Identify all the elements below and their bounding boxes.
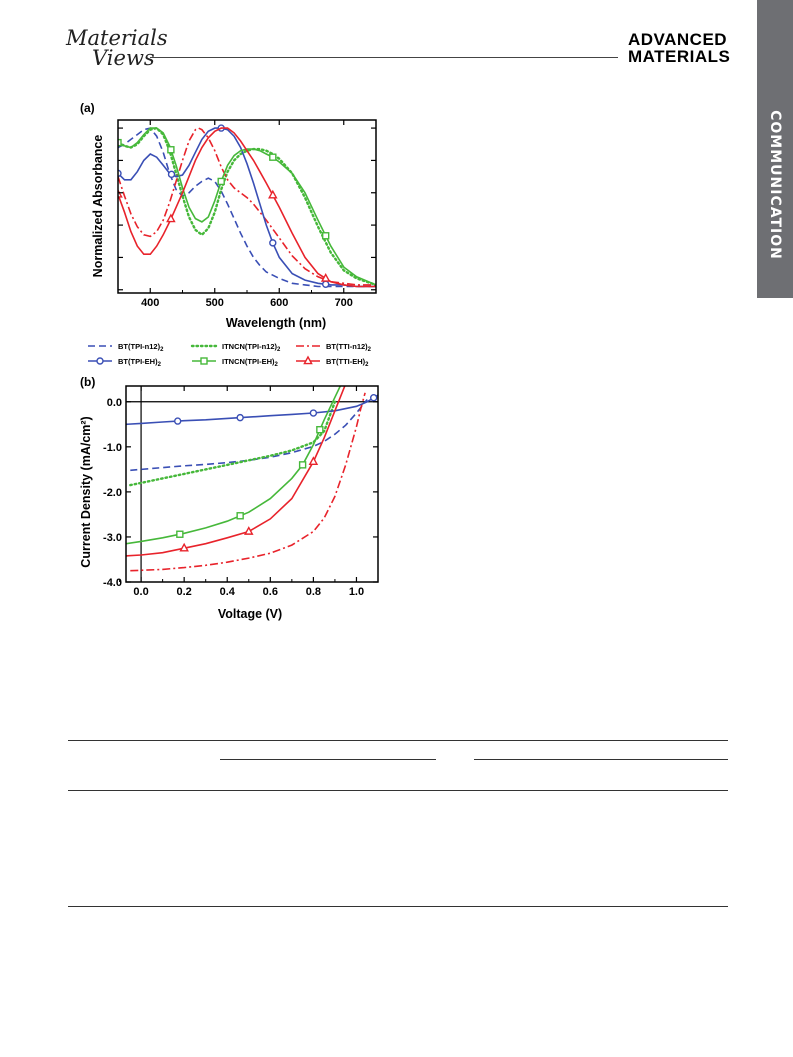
legend-label: BT(TTI-n12)2 (326, 342, 372, 353)
side-tab-label: COMMUNICATION (767, 110, 783, 260)
y-tick-label: -3.0 (103, 532, 122, 544)
y-axis-label-a: Normalized Absorbance (91, 135, 105, 278)
chart-legend: BT(TPI-n12)2 ITNCN(TPI-n12)2 BT(TTI-n12)2 B… (88, 342, 372, 368)
x-tick-label: 1.0 (349, 586, 364, 598)
x-tick-label: 0.8 (306, 586, 321, 598)
logo-line-advanced: ADVANCED (628, 30, 728, 49)
plot-frame (125, 385, 379, 583)
data-point-marker (173, 417, 182, 425)
x-axis-label-a: Wavelength (nm) (226, 316, 326, 330)
x-tick-label: 600 (270, 297, 288, 309)
absorbance-chart: (a) 400 500 600 700 Wavelength (nm) Normali… (80, 101, 377, 330)
legend-label: ITNCN(TPI-n12)2 (222, 342, 281, 353)
series-line-5 (126, 386, 346, 557)
data-point-marker (320, 272, 331, 282)
data-point-marker (236, 512, 244, 520)
materials-views-logo: Materials Views (66, 26, 168, 70)
legend-label: BT(TTI-EH)2 (326, 357, 369, 368)
jv-chart: (b) 0.0 0.2 0.4 0.6 0.8 1.0 0.0 -1.0 -2.0 -3.0 -4.… (79, 375, 379, 621)
legend-item: ITNCN(TPI-EH)2 (192, 357, 279, 368)
legend-item: BT(TTI-n12)2 (296, 342, 372, 353)
series-line-2 (118, 127, 376, 286)
x-tick-label: 0.0 (133, 586, 148, 598)
y-axis-label-b: Current Density (mA/cm²) (79, 416, 93, 567)
x-tick-label: 700 (335, 297, 353, 309)
series-line-0 (130, 399, 368, 472)
y-tick-label: -2.0 (103, 487, 122, 499)
table-top-rule (68, 740, 728, 741)
data-point-marker (118, 188, 123, 198)
data-point-marker (167, 170, 176, 179)
x-tick-label: 400 (141, 297, 159, 309)
legend-item: BT(TTI-EH)2 (296, 355, 369, 368)
data-point-marker (269, 239, 277, 247)
x-axis-label-b: Voltage (V) (218, 607, 282, 621)
legend-item: ITNCN(TPI-n12)2 (190, 342, 281, 353)
data-point-marker (269, 153, 277, 161)
x-tick-label: 0.4 (220, 586, 236, 598)
table-bottom-rule (68, 906, 728, 907)
logo-line-2: Views (92, 46, 155, 70)
legend-marker (96, 357, 104, 365)
data-point-marker (369, 394, 378, 402)
x-tick-label: 500 (206, 297, 224, 309)
data-point-marker (176, 530, 184, 538)
y-tick-label: 0.0 (107, 397, 122, 409)
legend-marker (200, 357, 208, 365)
series-line-4 (126, 386, 342, 545)
plot-frame (117, 119, 377, 294)
y-tick-label: -4.0 (103, 577, 122, 589)
data-point-marker (217, 177, 225, 186)
section-side-tab: COMMUNICATION (757, 0, 793, 298)
series-line-1 (118, 126, 376, 287)
data-point-marker (309, 409, 318, 417)
legend-label: ITNCN(TPI-EH)2 (222, 357, 279, 368)
legend-label: BT(TPI-n12)2 (118, 342, 164, 353)
data-point-marker (167, 146, 175, 154)
legend-item: BT(TPI-n12)2 (88, 342, 164, 353)
table-header-rule (68, 790, 728, 791)
table-group-rule-1 (220, 759, 436, 760)
data-point-marker (236, 413, 244, 422)
x-tick-label: 0.6 (263, 586, 278, 598)
logo-line-materials: MATERIALS (628, 47, 731, 66)
panel-label-a: (a) (80, 101, 95, 115)
data-point-marker (243, 526, 254, 535)
legend-item: BT(TPI-EH)2 (88, 357, 162, 368)
header-rule (150, 57, 618, 58)
advanced-materials-logo: ADVANCED MATERIALS (628, 31, 730, 65)
legend-label: BT(TPI-EH)2 (118, 357, 162, 368)
data-point-marker (308, 456, 319, 465)
data-point-marker (166, 213, 176, 223)
data-point-marker (321, 232, 330, 240)
data-point-marker (268, 189, 278, 199)
x-tick-label: 0.2 (177, 586, 192, 598)
data-point-marker (179, 542, 189, 552)
panel-label-b: (b) (80, 375, 95, 389)
series-line-5 (118, 127, 376, 288)
series-line-3 (126, 394, 378, 426)
logo-line-1: Materials (66, 26, 168, 50)
legend-marker (303, 355, 313, 365)
table-group-rule-2 (474, 759, 728, 760)
data-point-marker (298, 461, 307, 469)
data-point-marker (118, 138, 122, 147)
y-tick-label: -1.0 (103, 442, 122, 454)
data-point-marker (321, 280, 330, 288)
series-line-2 (130, 392, 366, 572)
data-point-marker (316, 426, 324, 434)
